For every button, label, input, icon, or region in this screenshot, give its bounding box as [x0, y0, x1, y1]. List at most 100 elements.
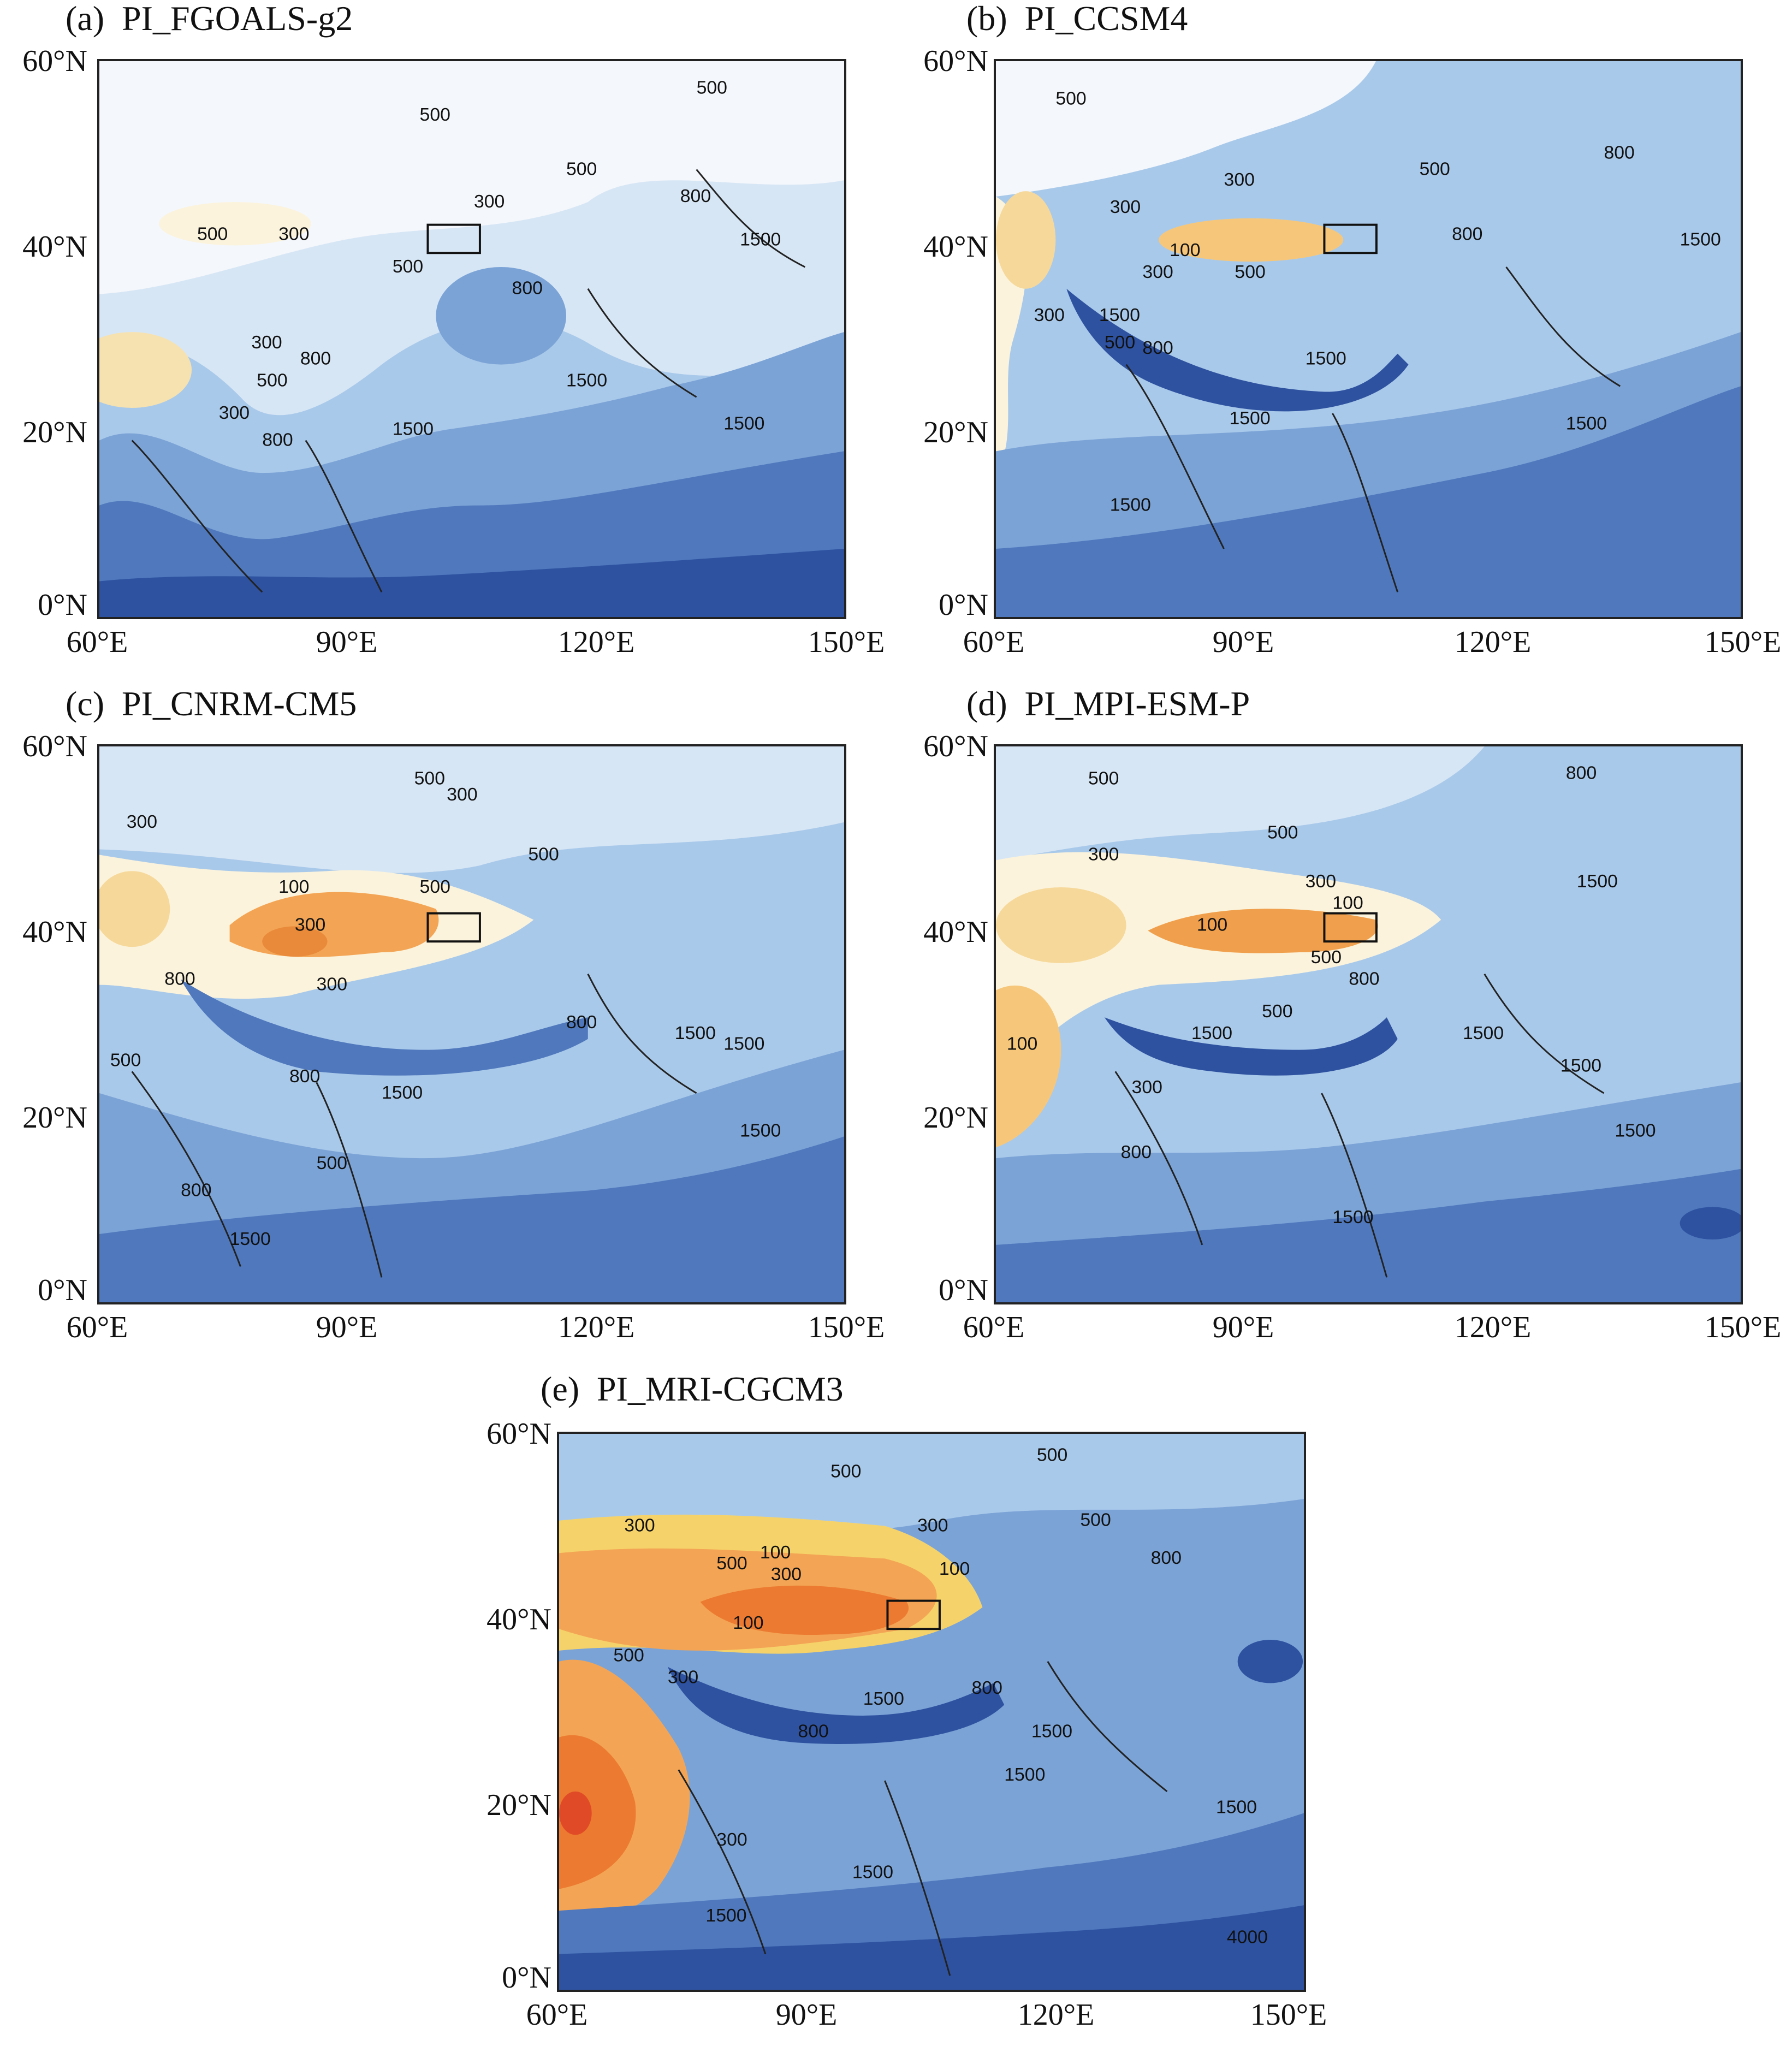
lon-label-60e: 60°E [963, 1310, 1025, 1344]
lat-label-20n: 20°N [923, 416, 988, 449]
lat-label-20n: 20°N [22, 416, 87, 449]
contour-label: 1500 [675, 1023, 716, 1043]
map-c-band-pale [99, 746, 844, 873]
map-d-band-pale [996, 746, 1485, 861]
panel-e-title: (e) PI_MRI-CGCM3 [541, 1369, 844, 1408]
map-b: 500 300 500 800 300 100 500 800 300 1500… [994, 59, 1743, 619]
lon-label-60e: 60°E [66, 625, 128, 659]
lon-label-90e: 90°E [1212, 1310, 1274, 1344]
contour-label: 1500 [1031, 1721, 1072, 1742]
lat-label-0n: 0°N [939, 1273, 988, 1307]
map-a-svg: 500 500 500 300 300 500 800 800 300 500 … [99, 61, 844, 617]
contour-label: 1500 [1191, 1023, 1232, 1043]
contour-label: 300 [716, 1829, 747, 1850]
lon-label-60e: 60°E [66, 1310, 128, 1344]
panel-c: (c) PI_CNRM-CM5 60°N 40°N 20°N 0°N 300 5… [0, 685, 895, 1362]
lon-label-120e: 120°E [557, 625, 635, 659]
map-e-patch-red [559, 1791, 592, 1835]
contour-label: 300 [219, 402, 250, 423]
lat-label-40n: 40°N [923, 915, 988, 949]
contour-label: 1500 [1099, 305, 1140, 325]
contour-label: 500 [1080, 1510, 1111, 1531]
contour-label: 300 [624, 1515, 655, 1536]
contour-label: 500 [613, 1645, 644, 1666]
map-d: 500 800 300 500 300 100 100 500 800 1500… [994, 744, 1743, 1304]
contour-label: 1500 [1680, 229, 1721, 250]
contour-label: 500 [528, 844, 559, 864]
lon-label-150e: 150°E [1704, 625, 1782, 659]
contour-label: 300 [1142, 262, 1173, 282]
contour-label: 300 [668, 1666, 698, 1687]
lon-label-150e: 150°E [808, 625, 885, 659]
lat-label-60n: 60°N [486, 1417, 551, 1451]
map-c-svg: 300 500 300 100 300 500 300 500 800 1500… [99, 746, 844, 1302]
contour-label: 1500 [393, 419, 434, 440]
contour-label: 1500 [740, 1120, 781, 1141]
lon-label-90e: 90°E [1212, 625, 1274, 659]
lat-label-0n: 0°N [38, 1273, 87, 1307]
contour-label: 500 [716, 1553, 747, 1574]
map-b-coastlines [1125, 266, 1621, 592]
contour-label: 1500 [1306, 348, 1346, 369]
map-a-band-dark [99, 548, 844, 617]
contour-label: 300 [474, 191, 505, 212]
lat-label-40n: 40°N [923, 230, 988, 264]
lat-label-60n: 60°N [22, 730, 87, 763]
lat-label-40n: 40°N [486, 1603, 551, 1636]
contour-label: 500 [317, 1153, 347, 1173]
contour-label: 300 [771, 1564, 802, 1585]
lon-label-60e: 60°E [963, 625, 1025, 659]
contour-label: 800 [1151, 1547, 1182, 1568]
map-c-patch-deep [262, 926, 328, 957]
lon-label-90e: 90°E [316, 1310, 378, 1344]
map-b-svg: 500 300 500 800 300 100 500 800 300 1500… [996, 61, 1741, 617]
lon-label-90e: 90°E [775, 1998, 838, 2032]
contour-label: 1500 [1110, 495, 1151, 515]
contour-label: 500 [393, 256, 423, 277]
map-a-patch-mid [436, 267, 566, 365]
map-c-coastlines [131, 974, 697, 1278]
map-a-patch-dry [159, 201, 311, 246]
contour-label: 500 [1419, 158, 1450, 179]
contour-label: 1500 [705, 1905, 746, 1926]
map-d-patch-west [996, 985, 1061, 1148]
map-c-patch-dry [99, 871, 170, 947]
contour-label: 800 [262, 429, 293, 450]
lon-label-60e: 60°E [526, 1998, 588, 2032]
lon-label-150e: 150°E [1704, 1310, 1782, 1344]
contour-label: 100 [1197, 914, 1227, 935]
contour-label: 800 [289, 1066, 320, 1087]
map-a-coastlines [131, 169, 806, 593]
panel-b: (b) PI_CCSM4 60°N 40°N 20°N 0°N 500 300 … [895, 0, 1792, 677]
contour-label: 500 [420, 104, 450, 125]
contour-label: 800 [300, 348, 331, 369]
map-b-band-himalaya [1066, 288, 1409, 412]
map-c-study-box [426, 912, 481, 943]
contour-label: 800 [1604, 143, 1634, 163]
contour-label: 1500 [1566, 413, 1607, 434]
contour-label: 300 [1110, 197, 1141, 217]
panel-a-title: (a) PI_FGOALS-g2 [66, 0, 353, 38]
contour-label: 300 [317, 974, 347, 995]
contour-label: 500 [1088, 768, 1119, 788]
contour-label: 800 [1349, 969, 1379, 989]
contour-label: 500 [1037, 1445, 1067, 1466]
contour-label: 500 [1105, 332, 1135, 353]
map-e-band-himalaya [667, 1666, 1005, 1744]
contour-label: 300 [917, 1515, 948, 1536]
contour-label: 500 [1267, 822, 1298, 843]
map-d-band-blue [996, 1169, 1741, 1302]
lat-label-20n: 20°N [923, 1101, 988, 1135]
contour-label: 800 [1121, 1142, 1152, 1163]
contour-label: 1500 [740, 229, 781, 250]
map-e-coastlines [678, 1660, 1168, 1976]
contour-label: 1500 [723, 1034, 764, 1054]
lon-label-120e: 120°E [1017, 1998, 1095, 2032]
contour-label: 100 [1007, 1034, 1037, 1054]
lat-label-60n: 60°N [923, 44, 988, 78]
lat-label-0n: 0°N [38, 588, 87, 622]
lat-label-40n: 40°N [22, 915, 87, 949]
contour-label: 500 [1235, 262, 1265, 282]
contour-label: 300 [1132, 1077, 1162, 1098]
contour-label: 500 [1055, 88, 1086, 109]
